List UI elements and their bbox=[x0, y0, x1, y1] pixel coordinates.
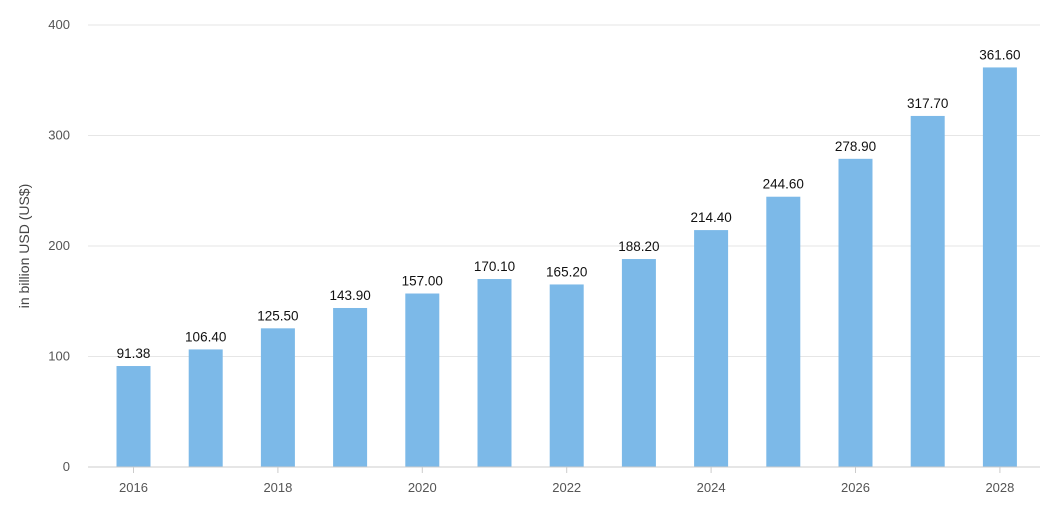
bar-2018 bbox=[260, 328, 295, 467]
y-tick-label: 100 bbox=[48, 349, 70, 364]
value-label-2022: 165.20 bbox=[546, 264, 587, 279]
value-label-2027: 317.70 bbox=[907, 96, 948, 111]
bar-2025 bbox=[766, 196, 801, 468]
bar-2017 bbox=[188, 349, 223, 467]
value-label-2017: 106.40 bbox=[185, 329, 226, 344]
bar-2027 bbox=[910, 115, 945, 467]
value-label-2016: 91.38 bbox=[117, 346, 151, 361]
value-label-2020: 157.00 bbox=[402, 274, 443, 289]
x-tick-label: 2028 bbox=[985, 480, 1014, 495]
value-label-layer: 91.38 106.40 125.50 143.90 157.00 170.10 165.2… bbox=[117, 47, 1021, 361]
bar-2028 bbox=[982, 67, 1017, 467]
y-tick-label: 200 bbox=[48, 238, 70, 253]
bar-2024 bbox=[694, 230, 729, 467]
y-tick-label: 300 bbox=[48, 128, 70, 143]
bar-2019 bbox=[333, 307, 368, 467]
x-tick-label: 2026 bbox=[841, 480, 870, 495]
value-label-2018: 125.50 bbox=[257, 308, 298, 323]
bar-layer bbox=[116, 67, 1017, 468]
value-label-2024: 214.40 bbox=[690, 210, 731, 225]
bar-2023 bbox=[621, 259, 656, 467]
y-tick-label: 400 bbox=[48, 17, 70, 32]
x-tick-label: 2022 bbox=[552, 480, 581, 495]
value-label-2021: 170.10 bbox=[474, 259, 515, 274]
bar-2022 bbox=[549, 284, 584, 467]
y-axis-title: in billion USD (US$) bbox=[16, 184, 32, 308]
bar-2021 bbox=[477, 279, 512, 467]
bar-2026 bbox=[838, 158, 873, 468]
y-tick-label: 0 bbox=[63, 459, 70, 474]
x-tick-label: 2018 bbox=[263, 480, 292, 495]
value-label-2028: 361.60 bbox=[979, 47, 1020, 62]
x-tick-label: 2024 bbox=[697, 480, 726, 495]
value-label-2026: 278.90 bbox=[835, 139, 876, 154]
axis-layer: 0 100 200 300 400 2016 2018 2020 2022 2024 2026 202… bbox=[48, 17, 1040, 495]
x-tick-label: 2020 bbox=[408, 480, 437, 495]
bar-2016 bbox=[116, 366, 151, 467]
value-label-2023: 188.20 bbox=[618, 239, 659, 254]
value-label-2019: 143.90 bbox=[329, 288, 370, 303]
bar-2020 bbox=[405, 293, 440, 467]
value-label-2025: 244.60 bbox=[763, 177, 804, 192]
x-tick-label: 2016 bbox=[119, 480, 148, 495]
